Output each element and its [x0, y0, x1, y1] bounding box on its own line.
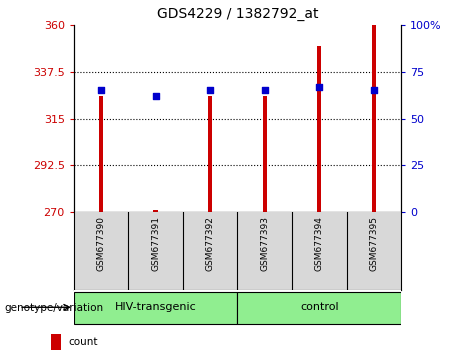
Text: GSM677391: GSM677391 [151, 216, 160, 271]
Text: GSM677395: GSM677395 [369, 216, 378, 271]
Point [207, 87, 214, 93]
Text: genotype/variation: genotype/variation [5, 303, 104, 313]
Text: GSM677390: GSM677390 [96, 216, 106, 271]
Text: GSM677393: GSM677393 [260, 216, 269, 271]
Text: GSM677394: GSM677394 [315, 216, 324, 271]
Bar [154, 210, 158, 212]
Bar [51, 334, 61, 350]
Point [152, 93, 159, 99]
Bar [237, 292, 401, 324]
Text: GSM677392: GSM677392 [206, 216, 215, 271]
Text: count: count [68, 337, 98, 347]
Title: GDS4229 / 1382792_at: GDS4229 / 1382792_at [157, 7, 318, 21]
Point [315, 84, 323, 90]
Point [370, 87, 378, 93]
Bar [208, 96, 213, 212]
Bar [74, 292, 237, 324]
Bar [262, 96, 267, 212]
Point [261, 87, 268, 93]
Text: HIV-transgenic: HIV-transgenic [115, 302, 196, 312]
Bar [99, 96, 103, 212]
Bar [372, 25, 376, 212]
Point [97, 87, 105, 93]
Text: control: control [300, 302, 338, 312]
Bar [317, 46, 321, 212]
